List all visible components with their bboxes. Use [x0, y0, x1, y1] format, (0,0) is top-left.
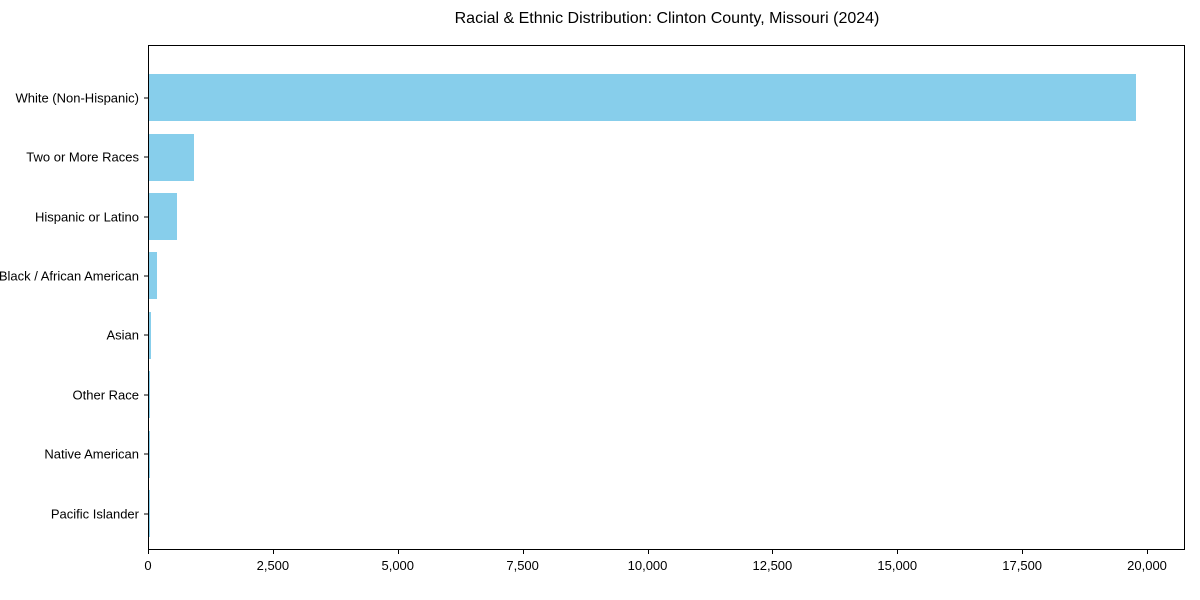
x-tick-mark: [772, 550, 774, 554]
x-tick-label: 15,000: [877, 558, 918, 573]
x-tick-mark: [522, 550, 524, 554]
x-tick-label: 17,500: [1002, 558, 1043, 573]
bar-white-non-hispanic: [149, 74, 1137, 122]
x-tick-label: 10,000: [627, 558, 668, 573]
y-tick-label: Black / African American: [0, 268, 139, 284]
x-tick-label: 12,500: [752, 558, 793, 573]
x-tick-mark: [897, 550, 899, 554]
x-tick-mark: [1022, 550, 1024, 554]
bar-native-american: [149, 430, 151, 478]
y-tick-label: Pacific Islander: [50, 506, 139, 522]
x-tick-mark: [647, 550, 649, 554]
y-tick-label: Native American: [44, 446, 139, 462]
x-tick-mark: [148, 550, 149, 554]
x-tick-label: 2,500: [256, 558, 290, 573]
bar-asian: [149, 311, 151, 359]
y-tick-label: Hispanic or Latino: [34, 209, 139, 225]
x-tick-label: 20,000: [1127, 558, 1167, 573]
y-tick-label: White (Non-Hispanic): [15, 90, 139, 106]
y-tick-mark: [144, 394, 148, 396]
y-tick-mark: [144, 275, 148, 277]
x-tick-mark: [397, 550, 399, 554]
x-tick-mark: [272, 550, 274, 554]
x-tick-label: 7,500: [506, 558, 539, 573]
y-tick-label: Asian: [106, 327, 139, 343]
y-tick-mark: [144, 156, 148, 158]
x-tick-label: 5,000: [381, 558, 415, 573]
bar-black-african-american: [149, 252, 158, 300]
y-tick-mark: [144, 453, 148, 455]
bar-other-race: [149, 371, 151, 419]
x-tick-label: 0: [144, 558, 152, 573]
y-tick-mark: [144, 216, 148, 218]
y-tick-mark: [144, 97, 148, 99]
y-tick-mark: [144, 513, 148, 515]
chart-title: Racial & Ethnic Distribution: Clinton Co…: [454, 10, 880, 27]
y-tick-mark: [144, 334, 148, 336]
x-tick-mark: [1147, 550, 1149, 554]
y-tick-label: Other Race: [72, 387, 139, 403]
bar-two-or-more-races: [149, 133, 195, 181]
y-tick-label: Two or More Races: [26, 149, 139, 165]
bar-hispanic-or-latino: [149, 193, 178, 241]
plot-area: [148, 45, 1185, 550]
